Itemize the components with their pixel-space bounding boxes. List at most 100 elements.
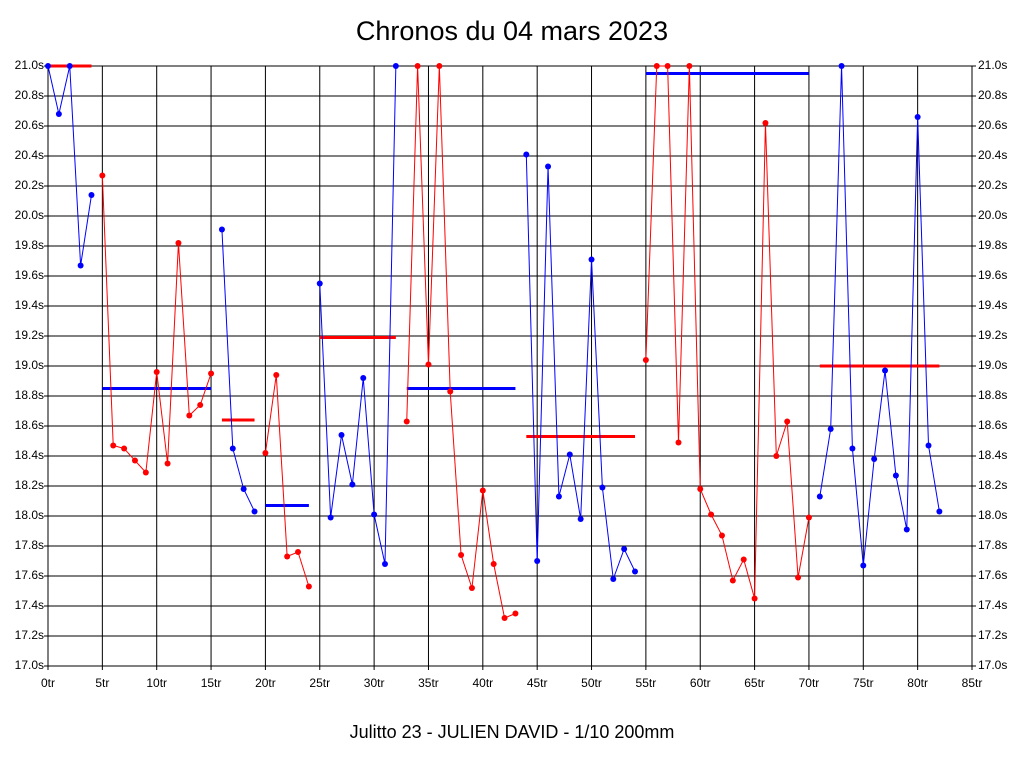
series-line bbox=[221, 229, 255, 512]
data-point bbox=[175, 240, 182, 246]
data-point bbox=[392, 63, 399, 69]
data-point bbox=[501, 615, 508, 621]
data-point bbox=[871, 456, 878, 462]
data-point bbox=[718, 532, 725, 539]
data-point bbox=[512, 610, 519, 617]
data-point bbox=[642, 357, 649, 363]
data-point bbox=[436, 63, 443, 69]
data-point bbox=[316, 280, 323, 287]
data-point bbox=[827, 426, 834, 432]
y2-tick-label: 19.4s bbox=[978, 298, 1007, 312]
data-point bbox=[284, 553, 291, 560]
x-tick-label: 25tr bbox=[309, 676, 330, 690]
y-tick-label: 20.0s bbox=[15, 208, 44, 222]
data-point bbox=[751, 595, 758, 602]
data-point bbox=[186, 412, 193, 419]
y2-tick-label: 20.4s bbox=[978, 148, 1007, 162]
data-point bbox=[305, 583, 312, 590]
data-point bbox=[153, 369, 160, 375]
y2-tick-label: 18.4s bbox=[978, 448, 1007, 462]
y2-tick-label: 17.2s bbox=[978, 628, 1007, 642]
data-point bbox=[381, 561, 388, 567]
y-tick-label: 17.8s bbox=[15, 538, 44, 552]
data-point bbox=[795, 574, 802, 581]
data-point bbox=[208, 370, 215, 377]
y-tick-label: 17.4s bbox=[15, 598, 44, 612]
y2-tick-label: 20.0s bbox=[978, 208, 1007, 222]
data-point bbox=[55, 111, 62, 117]
data-point bbox=[164, 460, 171, 467]
data-point bbox=[555, 493, 562, 500]
y-tick-label: 18.8s bbox=[15, 388, 44, 402]
y-tick-label: 20.4s bbox=[15, 148, 44, 162]
data-point bbox=[403, 418, 410, 425]
x-tick-label: 65tr bbox=[744, 676, 765, 690]
data-point bbox=[77, 262, 84, 269]
data-point bbox=[882, 367, 889, 374]
data-point bbox=[371, 511, 378, 518]
data-point bbox=[762, 120, 769, 126]
x-tick-label: 80tr bbox=[907, 676, 928, 690]
data-point bbox=[349, 481, 356, 488]
y2-tick-label: 19.8s bbox=[978, 238, 1007, 252]
data-point bbox=[708, 511, 715, 518]
data-point bbox=[784, 418, 791, 425]
data-point bbox=[936, 508, 943, 515]
x-tick-label: 70tr bbox=[799, 676, 820, 690]
data-point bbox=[142, 469, 149, 476]
x-axis-label: Julitto 23 - JULIEN DAVID - 1/10 200mm bbox=[350, 722, 675, 742]
data-point bbox=[729, 577, 736, 584]
y2-tick-label: 18.0s bbox=[978, 508, 1007, 522]
y2-tick-label: 20.6s bbox=[978, 118, 1007, 132]
y2-tick-label: 21.0s bbox=[978, 58, 1007, 72]
y-tick-label: 18.6s bbox=[15, 418, 44, 432]
data-point bbox=[925, 442, 932, 449]
data-point bbox=[740, 556, 747, 563]
data-point bbox=[664, 63, 671, 69]
y-tick-label: 19.8s bbox=[15, 238, 44, 252]
y-tick-label: 19.2s bbox=[15, 328, 44, 342]
x-tick-label: 35tr bbox=[418, 676, 439, 690]
y2-tick-label: 18.2s bbox=[978, 478, 1007, 492]
y2-tick-label: 17.4s bbox=[978, 598, 1007, 612]
x-tick-label: 40tr bbox=[472, 676, 493, 690]
data-point bbox=[110, 442, 117, 449]
x-tick-label: 15tr bbox=[201, 676, 222, 690]
y-tick-label: 19.6s bbox=[15, 268, 44, 282]
data-point bbox=[588, 256, 595, 263]
data-point bbox=[262, 450, 269, 456]
y2-tick-label: 19.6s bbox=[978, 268, 1007, 282]
y2-tick-label: 20.2s bbox=[978, 178, 1007, 192]
data-point bbox=[903, 526, 910, 533]
x-tick-label: 50tr bbox=[581, 676, 602, 690]
data-point bbox=[425, 361, 432, 368]
data-point bbox=[131, 457, 138, 464]
data-point bbox=[490, 561, 497, 567]
data-point bbox=[66, 63, 73, 69]
data-point bbox=[860, 562, 867, 569]
data-point bbox=[892, 472, 899, 479]
y-tick-label: 17.2s bbox=[15, 628, 44, 642]
x-tick-label: 55tr bbox=[636, 676, 657, 690]
y2-tick-label: 18.6s bbox=[978, 418, 1007, 432]
data-point bbox=[251, 508, 258, 515]
y-tick-label: 20.6s bbox=[15, 118, 44, 132]
y-tick-label: 17.6s bbox=[15, 568, 44, 582]
x-tick-label: 20tr bbox=[255, 676, 276, 690]
data-point bbox=[838, 63, 845, 69]
data-point bbox=[816, 493, 823, 500]
y-tick-label: 18.2s bbox=[15, 478, 44, 492]
y-tick-label: 19.4s bbox=[15, 298, 44, 312]
x-tick-label: 85tr bbox=[962, 676, 983, 690]
data-point bbox=[88, 192, 95, 198]
x-tick-label: 10tr bbox=[146, 676, 167, 690]
data-point bbox=[914, 114, 921, 120]
data-point bbox=[599, 484, 606, 491]
data-point bbox=[360, 375, 367, 381]
y-tick-label: 19.0s bbox=[15, 358, 44, 372]
y-tick-label: 18.4s bbox=[15, 448, 44, 462]
data-point bbox=[686, 63, 693, 69]
data-point bbox=[534, 558, 541, 564]
